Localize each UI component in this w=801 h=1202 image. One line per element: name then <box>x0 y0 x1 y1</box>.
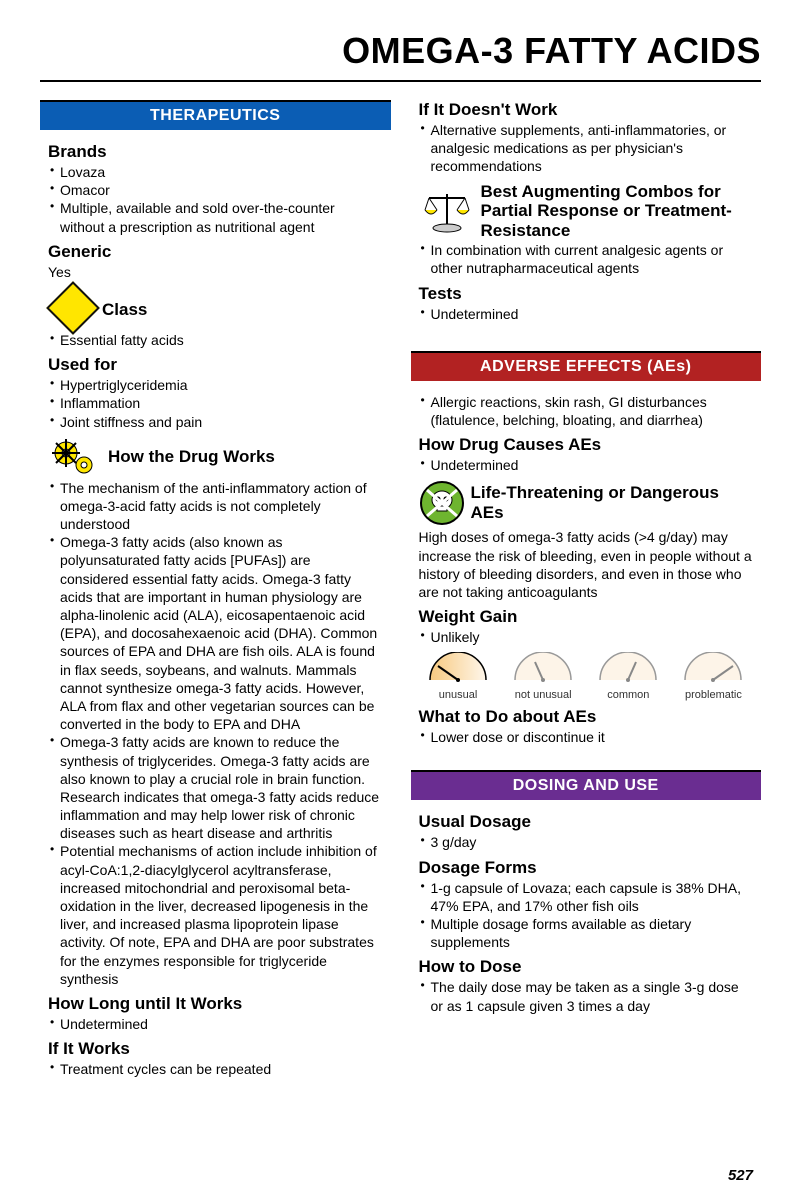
list-item: Undetermined <box>60 1015 383 1033</box>
howworks-heading: How the Drug Works <box>108 447 275 467</box>
list-item: The mechanism of the anti-inflammatory a… <box>60 479 383 534</box>
usedfor-list: Hypertriglyceridemia Inflammation Joint … <box>48 376 383 431</box>
danger-heading: Life-Threatening or Dangerous AEs <box>471 483 754 522</box>
list-item: Multiple, available and sold over-the-co… <box>60 199 383 235</box>
list-item: Treatment cycles can be repeated <box>60 1060 383 1078</box>
brands-heading: Brands <box>48 142 383 162</box>
howtodose-heading: How to Dose <box>419 957 754 977</box>
generic-heading: Generic <box>48 242 383 262</box>
usual-heading: Usual Dosage <box>419 812 754 832</box>
gears-icon <box>48 437 102 479</box>
list-item: Lovaza <box>60 163 383 181</box>
list-item: Multiple dosage forms available as dieta… <box>431 915 754 951</box>
forms-heading: Dosage Forms <box>419 858 754 878</box>
therapeutics-header: THERAPEUTICS <box>40 100 391 130</box>
ifnot-heading: If It Doesn't Work <box>419 100 754 120</box>
gauge-common: common <box>589 652 668 701</box>
brands-list: Lovaza Omacor Multiple, available and so… <box>48 163 383 236</box>
usedfor-heading: Used for <box>48 355 383 375</box>
diamond-icon <box>46 281 100 335</box>
class-heading: Class <box>102 300 147 320</box>
two-column-layout: THERAPEUTICS Brands Lovaza Omacor Multip… <box>40 100 761 1078</box>
list-item: Alternative supplements, anti-inflammato… <box>431 121 754 176</box>
left-column: THERAPEUTICS Brands Lovaza Omacor Multip… <box>40 100 391 1078</box>
list-item: Hypertriglyceridemia <box>60 376 383 394</box>
scales-icon <box>419 188 475 234</box>
adverse-header: ADVERSE EFFECTS (AEs) <box>411 351 762 381</box>
list-item: Omega-3 fatty acids are known to reduce … <box>60 733 383 842</box>
page-number: 527 <box>728 1167 753 1184</box>
list-item: Inflammation <box>60 394 383 412</box>
weight-heading: Weight Gain <box>419 607 754 627</box>
gauge-not-unusual: not unusual <box>504 652 583 701</box>
list-item: Omacor <box>60 181 383 199</box>
page-title: OMEGA-3 FATTY ACIDS <box>40 30 761 82</box>
skull-icon <box>419 480 465 526</box>
list-item: Undetermined <box>431 305 754 323</box>
right-column: If It Doesn't Work Alternative supplemen… <box>411 100 762 1078</box>
danger-body: High doses of omega-3 fatty acids (>4 g/… <box>419 528 754 601</box>
howworks-list: The mechanism of the anti-inflammatory a… <box>48 479 383 988</box>
generic-value: Yes <box>48 263 383 281</box>
list-item: Potential mechanisms of action include i… <box>60 842 383 988</box>
list-item: Lower dose or discontinue it <box>431 728 754 746</box>
tests-heading: Tests <box>419 284 754 304</box>
list-item: Essential fatty acids <box>60 331 383 349</box>
list-item: Allergic reactions, skin rash, GI distur… <box>431 393 754 429</box>
whattodo-heading: What to Do about AEs <box>419 707 754 727</box>
list-item: Unlikely <box>431 628 754 646</box>
list-item: Joint stiffness and pain <box>60 413 383 431</box>
list-item: 3 g/day <box>431 833 754 851</box>
combos-heading: Best Augmenting Combos for Partial Respo… <box>481 182 754 241</box>
list-item: The daily dose may be taken as a single … <box>431 978 754 1014</box>
ifworks-heading: If It Works <box>48 1039 383 1059</box>
causes-heading: How Drug Causes AEs <box>419 435 754 455</box>
list-item: Undetermined <box>431 456 754 474</box>
gauge-unusual: unusual <box>419 652 498 701</box>
list-item: In combination with current analgesic ag… <box>431 241 754 277</box>
dosing-header: DOSING AND USE <box>411 770 762 800</box>
list-item: 1-g capsule of Lovaza; each capsule is 3… <box>431 879 754 915</box>
class-list: Essential fatty acids <box>48 331 383 349</box>
howlong-heading: How Long until It Works <box>48 994 383 1014</box>
gauge-row: unusual not unusual co <box>419 652 754 701</box>
gauge-problematic: problematic <box>674 652 753 701</box>
list-item: Omega-3 fatty acids (also known as polyu… <box>60 533 383 733</box>
